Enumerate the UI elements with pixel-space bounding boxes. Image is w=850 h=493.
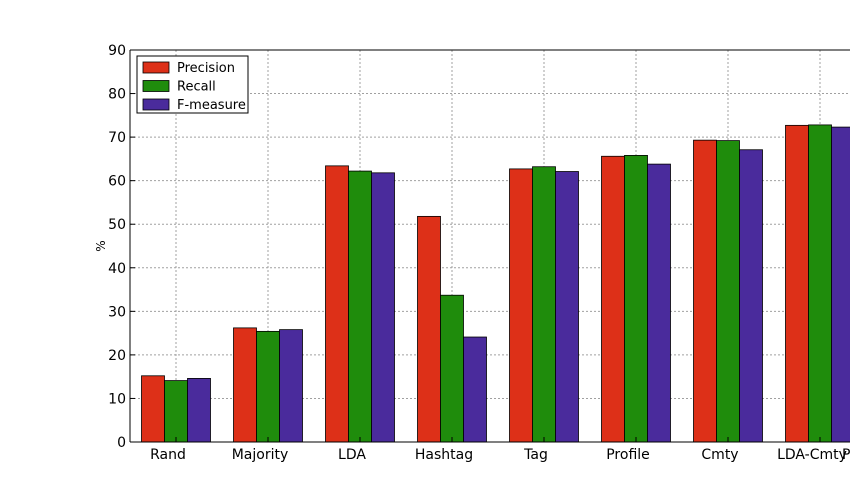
bars: [141, 124, 850, 443]
bar-recall-profile: [624, 155, 648, 443]
bar-precision-lda-cmty: [785, 124, 809, 443]
bar-recall-hashtag: [440, 294, 464, 443]
bar-recall-cmty: [716, 140, 740, 443]
bar-precision-majority: [233, 327, 257, 443]
y-tick-label: 80: [108, 87, 126, 103]
bar-f-measure-lda-cmty: [831, 126, 850, 443]
bar-precision-cmty: [693, 139, 717, 443]
legend-swatch-recall: [142, 80, 170, 92]
y-axis-ticks: 0 10 20 30 40 50 60 70 80 90: [108, 43, 135, 451]
bar-recall-rand: [164, 380, 188, 443]
x-tick-label: LDA: [338, 447, 366, 463]
y-tick-label: 40: [108, 261, 126, 277]
y-tick-label: 60: [108, 174, 126, 190]
y-tick-label: 0: [117, 435, 126, 451]
bar-recall-lda-cmty: [808, 124, 832, 443]
axes-frame: [129, 49, 850, 443]
y-tick-label: 10: [108, 391, 126, 407]
legend-swatch-f-measure: [142, 98, 170, 111]
bar-f-measure-tag: [555, 171, 579, 443]
x-tick-label: Hashtag: [415, 447, 473, 463]
bar-recall-majority: [256, 330, 280, 443]
bar-precision-profile: [601, 155, 625, 443]
legend: Precision Recall F-measure: [136, 55, 249, 114]
legend-label-recall: Recall: [177, 80, 216, 95]
y-axis-label: %: [94, 240, 108, 251]
y-tick-label: 50: [108, 217, 126, 233]
x-tick-label: P: [842, 447, 850, 463]
bar-f-measure-hashtag: [463, 336, 487, 443]
bar-recall-lda: [348, 170, 372, 443]
bar-f-measure-majority: [279, 329, 303, 443]
legend-label-precision: Precision: [177, 61, 235, 76]
legend-label-f-measure: F-measure: [177, 98, 246, 113]
y-tick-label: 30: [108, 304, 126, 320]
x-axis-ticks: Rand Majority LDA Hashtag Tag Profile Cmty LDA-…: [150, 437, 850, 463]
bar-precision-tag: [509, 168, 533, 443]
bar-precision-hashtag: [417, 215, 441, 443]
y-tick-label: 20: [108, 348, 126, 364]
bar-f-measure-rand: [187, 378, 211, 443]
x-tick-label: Tag: [523, 447, 548, 463]
bar-precision-rand: [141, 375, 165, 443]
bar-precision-lda: [325, 165, 349, 443]
bar-f-measure-lda: [371, 172, 395, 443]
x-tick-label: Rand: [150, 447, 186, 463]
y-tick-label: 70: [108, 130, 126, 146]
bar-f-measure-cmty: [739, 149, 763, 443]
bar-f-measure-profile: [647, 163, 671, 443]
x-tick-label: Majority: [232, 447, 289, 463]
y-tick-label: 90: [108, 43, 126, 59]
x-tick-label: Cmty: [701, 447, 738, 463]
bar-recall-tag: [532, 166, 556, 443]
legend-swatch-precision: [142, 61, 170, 74]
x-tick-label: LDA-Cmty: [777, 447, 847, 463]
x-tick-label: Profile: [606, 447, 650, 463]
